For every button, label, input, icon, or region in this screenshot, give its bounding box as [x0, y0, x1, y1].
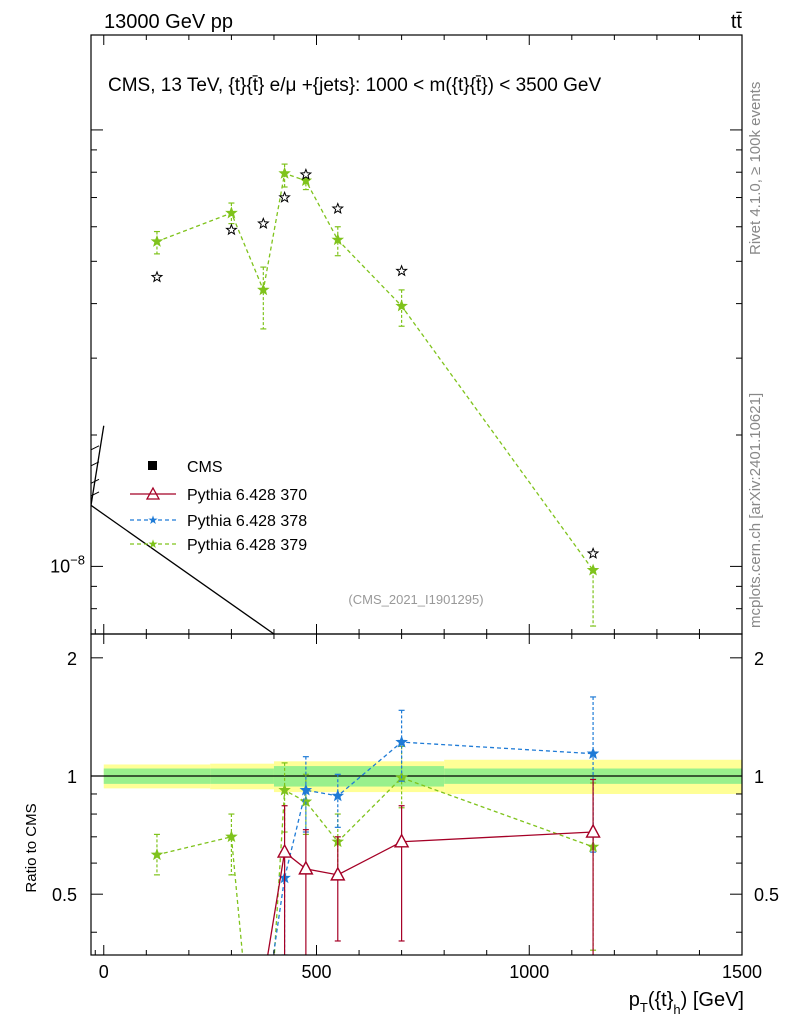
main-series-379-point	[225, 206, 238, 219]
ratio-series-379-line	[156, 836, 244, 955]
legend-marker-378: ★	[148, 513, 159, 527]
ratio-series-370-point	[585, 823, 601, 838]
main-offscale-hatch	[91, 491, 100, 497]
ratio-y-tick-label-right: 1	[754, 767, 764, 787]
ratio-series-370-point	[298, 860, 314, 875]
main-cms-point	[278, 190, 291, 203]
main-cms-point	[257, 216, 270, 229]
x-tick-label: 1500	[722, 962, 762, 982]
ratio-ylabel: Ratio to CMS	[23, 803, 40, 892]
ratio-y-tick-label: 2	[67, 649, 77, 669]
ratio-y-tick-label: 0.5	[52, 885, 77, 905]
main-y-tick-label: 10−8	[50, 552, 85, 576]
ratio-y-tick-label: 1	[67, 767, 77, 787]
legend-marker-370	[145, 486, 161, 500]
ratio-series-370-line	[267, 831, 594, 955]
x-tick-label: 1000	[509, 962, 549, 982]
main-series-379-point	[395, 299, 408, 312]
mcplots-label: mcplots.cern.ch [arXiv:2401.10621]	[747, 393, 764, 628]
main-cms-point	[586, 547, 600, 559]
main-series-379-point	[278, 166, 291, 179]
ratio-y-tick-label-right: 0.5	[754, 885, 779, 905]
legend-label-370: Pythia 6.428 370	[187, 487, 307, 504]
frames	[90, 34, 743, 956]
main-cms-point	[331, 202, 345, 215]
main-series-379-point	[586, 563, 600, 576]
legend: CMS Pythia 6.428 370 ★ Pythia 6.428 378 …	[130, 459, 307, 554]
main-series-379-line	[156, 172, 594, 571]
analysis-ref: (CMS_2021_I1901295)	[348, 592, 483, 607]
main-offscale-curve-upper	[91, 425, 105, 506]
main-series	[91, 163, 600, 634]
main-series-379-point	[257, 283, 270, 296]
ratio-series-378-point	[586, 747, 600, 760]
ratio-series-370-point	[393, 833, 410, 848]
x-tick-label: 0	[99, 962, 109, 982]
main-offscale-curve	[91, 504, 275, 634]
rivet-version-label: Rivet 4.1.0, ≥ 100k events	[747, 82, 764, 255]
legend-marker-cms	[148, 461, 157, 470]
ratio-series	[150, 696, 601, 955]
ratio-series-378-point	[299, 783, 313, 796]
main-offscale-hatch	[91, 445, 100, 451]
ratio-bands	[91, 759, 742, 794]
main-cms-point	[150, 270, 164, 283]
ratio-series-378-point	[395, 735, 408, 748]
energy-label: 13000 GeV pp	[104, 11, 233, 33]
legend-label-379: Pythia 6.428 379	[187, 537, 307, 554]
legend-marker-379: ★	[148, 537, 159, 551]
ratio-series-378-point	[331, 789, 345, 802]
main-offscale-hatch	[91, 478, 100, 484]
ratio-series-379-line	[273, 776, 594, 955]
main-series-379-point	[299, 174, 313, 187]
process-label: tt̄	[731, 11, 743, 33]
legend-label-cms: CMS	[187, 459, 223, 476]
main-offscale-hatch	[91, 461, 100, 467]
main-cms-point	[395, 264, 408, 277]
ratio-series-378-line	[272, 741, 594, 955]
ticks: 0 500 1000 1500 10−8 0.5 0.5 1 1 2 2	[50, 35, 779, 982]
ratio-series-379-point	[278, 783, 291, 796]
ratio-series-370-point	[330, 866, 346, 881]
ratio-y-tick-label-right: 2	[754, 649, 764, 669]
ratio-frame	[90, 633, 743, 956]
main-series-379-point	[150, 234, 164, 247]
x-axis-label: pT({t}h) [GeV]	[629, 989, 744, 1017]
main-cms-point	[225, 223, 238, 236]
ratio-series-379-point	[225, 830, 238, 843]
main-series-379-point	[331, 233, 345, 246]
ratio-series-370-point	[276, 843, 293, 858]
ratio-series-379-point	[150, 848, 164, 861]
main-cms-point	[299, 167, 313, 180]
x-tick-label: 500	[301, 962, 331, 982]
main-title: CMS, 13 TeV, {t}{t̄} e/μ +{jets}: 1000 <…	[108, 75, 601, 96]
legend-label-378: Pythia 6.428 378	[187, 513, 307, 530]
